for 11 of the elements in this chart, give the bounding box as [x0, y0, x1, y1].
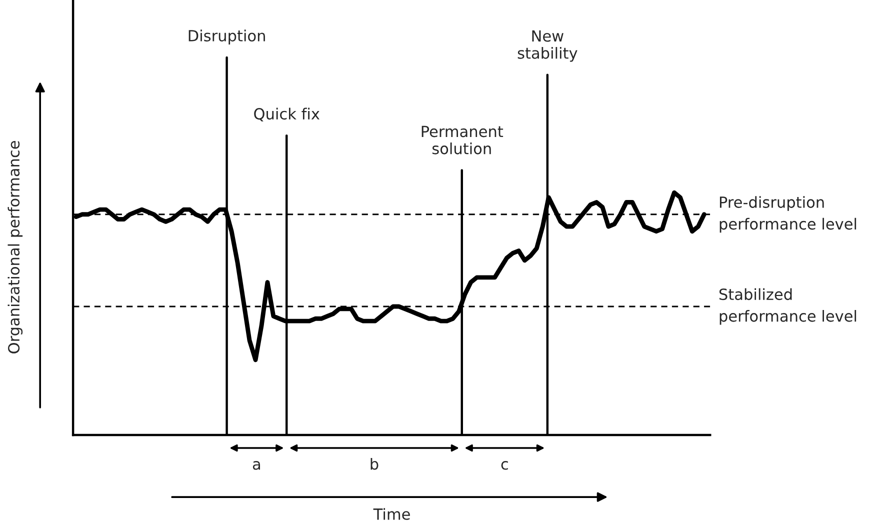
text: Disruption	[188, 30, 265, 44]
text: c	[501, 461, 508, 470]
text: a	[252, 461, 260, 470]
x-axis-title: Time	[373, 508, 410, 520]
ref-line-label: Stabilized performance level	[719, 288, 856, 325]
text: Quick fix	[254, 108, 320, 122]
text: Permanent solution	[422, 126, 504, 154]
y-axis-title: Organizational performance	[8, 141, 23, 354]
ref-line-label: Pre-disruption performance level	[720, 196, 856, 233]
text: b	[370, 458, 378, 470]
text: New stability	[518, 30, 578, 62]
